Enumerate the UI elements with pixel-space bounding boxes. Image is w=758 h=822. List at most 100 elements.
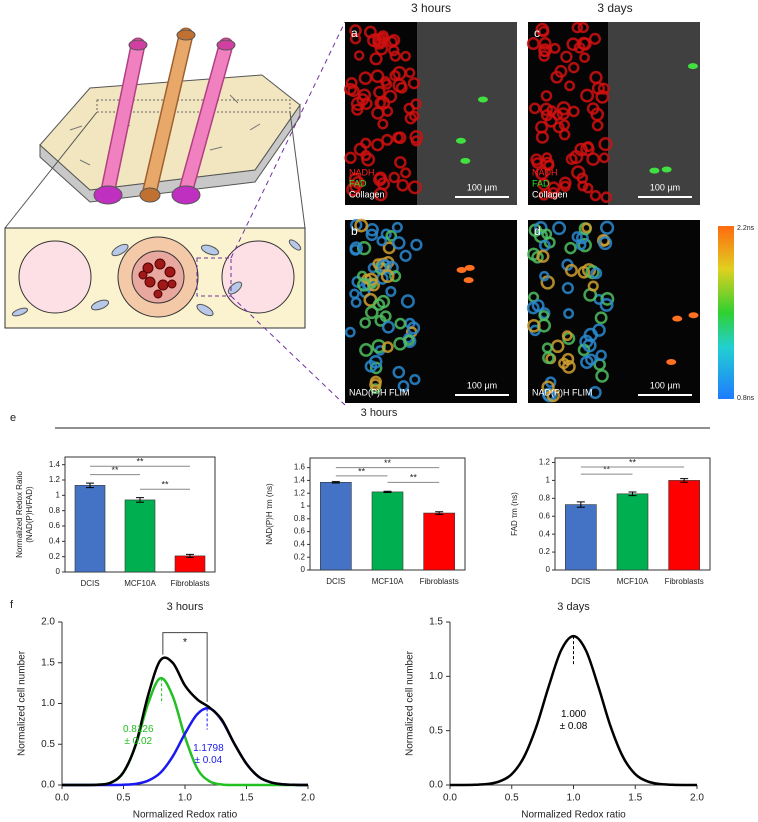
- x-tick-label: Fibroblasts: [170, 579, 209, 588]
- error-bar: [136, 497, 144, 503]
- peak-label: 1.1798: [193, 743, 224, 754]
- cell: [580, 88, 595, 103]
- y-tick-label: 1: [546, 476, 551, 485]
- schematic-part-part: [142, 262, 154, 274]
- schematic-part: [4, 111, 98, 229]
- y-tick-label: 0.4: [49, 536, 61, 545]
- cell: [565, 153, 578, 166]
- schematic-part-part: [138, 270, 148, 280]
- cell: [527, 318, 541, 333]
- cell: [561, 281, 574, 295]
- cell: [381, 341, 394, 353]
- cell: [541, 152, 553, 163]
- cell: [361, 152, 376, 167]
- cell: [350, 296, 362, 308]
- cell: [372, 32, 387, 48]
- significance-label: **: [410, 473, 418, 483]
- cell: [357, 277, 371, 292]
- cell: [381, 133, 394, 146]
- significance-label: **: [603, 465, 611, 475]
- fibroblast: [477, 96, 488, 103]
- peak-label: ± 0.04: [195, 755, 223, 766]
- schematic-part: [138, 258, 177, 299]
- scale-label: 100 µm: [650, 182, 680, 192]
- cell: [381, 320, 395, 334]
- cell: [392, 78, 407, 93]
- cell: [598, 152, 610, 164]
- channel-label: NAD(P)H FLIM: [532, 387, 593, 397]
- cell: [526, 37, 540, 51]
- cell: [389, 270, 402, 283]
- x-axis-label: Normalized Redox ratio: [521, 810, 626, 821]
- cell: [376, 235, 388, 247]
- panel-label: f: [10, 599, 14, 611]
- schematic-part-part: [157, 279, 169, 291]
- x-tick-label: 1.0: [178, 793, 192, 804]
- y-axis-label: FAD τm (ns): [510, 492, 519, 536]
- cell: [564, 263, 578, 277]
- schematic-part-part: [90, 299, 110, 311]
- cell: [365, 305, 379, 320]
- x-tick-label: 1.5: [628, 793, 642, 804]
- x-tick-label: 2.0: [690, 793, 704, 804]
- cell: [353, 50, 365, 61]
- cell: [370, 69, 385, 84]
- cell: [544, 114, 558, 128]
- column-heading: 3 days: [597, 1, 632, 15]
- y-tick-label: 0.8: [539, 493, 551, 502]
- significance-bracket: [162, 632, 208, 702]
- cell: [598, 136, 613, 152]
- cell: [373, 172, 387, 187]
- schematic-part: [18, 240, 92, 314]
- cell: [371, 339, 386, 354]
- x-tick-label: DCIS: [326, 577, 345, 586]
- fibroblast: [672, 315, 683, 322]
- y-tick-label: 1.0: [429, 671, 443, 682]
- y-tick-label: 1.2: [49, 475, 61, 484]
- schematic-part: [128, 39, 148, 51]
- y-tick-label: 1.5: [41, 657, 55, 668]
- significance-label: **: [136, 457, 144, 467]
- cell: [568, 61, 580, 74]
- y-tick-label: 1: [56, 490, 61, 499]
- cell: [353, 142, 367, 156]
- cell: [563, 308, 575, 320]
- cell: [344, 151, 357, 164]
- schematic-part: [216, 39, 236, 51]
- cell: [400, 167, 412, 179]
- bar: [371, 491, 404, 571]
- error-bar: [576, 501, 585, 508]
- x-tick-label: 0.0: [55, 793, 69, 804]
- bar: [174, 555, 206, 573]
- schematic: [4, 21, 346, 406]
- cell: [359, 317, 371, 329]
- cell: [561, 330, 573, 342]
- cell: [587, 280, 599, 292]
- cell: [580, 355, 594, 370]
- panel-label: d: [534, 224, 541, 238]
- cell: [539, 270, 550, 282]
- cell: [538, 36, 552, 50]
- cell: [407, 77, 421, 90]
- bar: [124, 499, 156, 573]
- y-tick-label: 1.0: [41, 698, 55, 709]
- y-tick-label: 0: [546, 565, 551, 574]
- cell: [539, 102, 553, 116]
- cell: [582, 338, 597, 353]
- channel-label: Collagen: [349, 189, 385, 199]
- cell: [359, 343, 374, 357]
- y-tick-label: 1.6: [294, 463, 306, 472]
- cell: [365, 228, 379, 242]
- cell: [597, 82, 610, 95]
- cell: [389, 50, 402, 62]
- scale-label: 100 µm: [467, 380, 497, 390]
- y-tick-label: 0.0: [429, 780, 443, 791]
- y-tick-label: 0.0: [41, 780, 55, 791]
- schematic-part: [96, 99, 291, 113]
- y-tick-label: 0.4: [294, 540, 306, 549]
- cell: [345, 77, 358, 89]
- schematic-part: [230, 21, 346, 259]
- y-tick-label: 1.4: [294, 476, 306, 485]
- y-tick-label: 0: [301, 565, 306, 574]
